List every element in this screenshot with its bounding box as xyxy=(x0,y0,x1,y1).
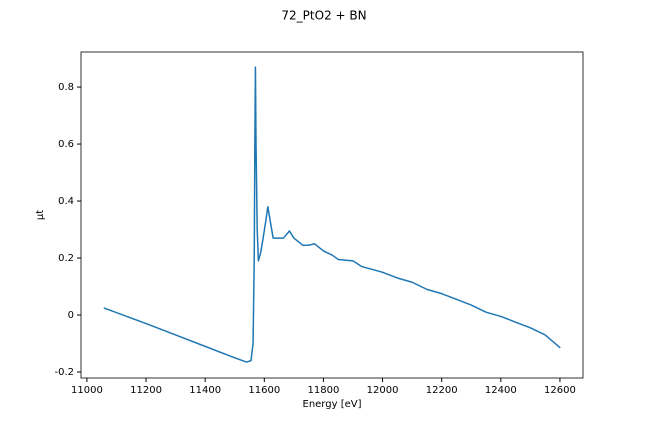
plot-frame xyxy=(80,51,584,379)
y-tick-label: -0.2 xyxy=(54,367,74,378)
y-tick-label: 0.8 xyxy=(58,82,74,93)
y-axis-label: μt xyxy=(35,210,46,220)
x-tick-label: 11000 xyxy=(71,385,103,396)
chart-title: 72_PtO2 + BN xyxy=(281,9,366,23)
x-tick-label: 12400 xyxy=(485,385,517,396)
y-tick-label: 0.6 xyxy=(58,139,74,150)
x-tick-label: 12000 xyxy=(367,385,399,396)
x-tick-label: 11800 xyxy=(308,385,340,396)
x-tick-label: 12200 xyxy=(426,385,458,396)
x-tick-label: 11200 xyxy=(130,385,162,396)
x-axis-label: Energy [eV] xyxy=(303,399,362,410)
x-tick-label: 12600 xyxy=(544,385,576,396)
y-tick-label: 0.4 xyxy=(58,196,74,207)
x-tick-label: 11600 xyxy=(248,385,280,396)
data-line xyxy=(103,66,561,363)
y-tick-label: 0.2 xyxy=(58,253,74,264)
x-tick-label: 11400 xyxy=(189,385,221,396)
y-tick-label: 0 xyxy=(68,310,74,321)
